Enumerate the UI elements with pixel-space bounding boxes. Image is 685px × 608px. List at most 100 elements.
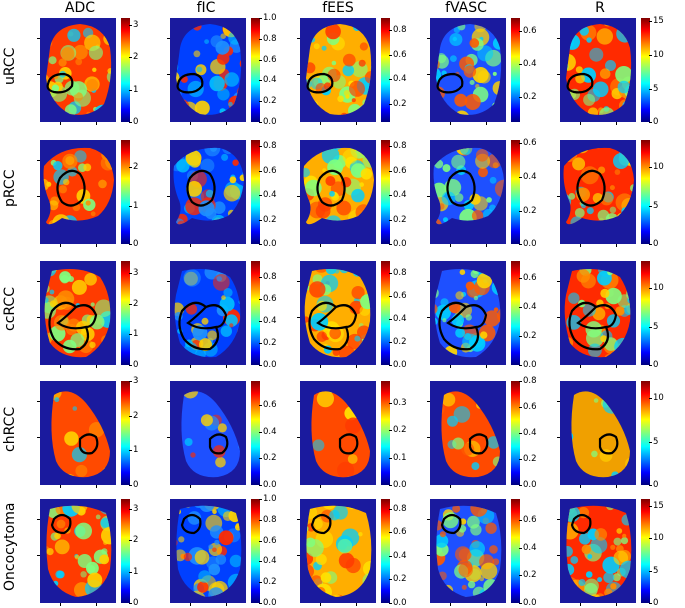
colorbar — [641, 140, 650, 244]
roi-outline — [208, 433, 229, 455]
axis-tick — [557, 160, 560, 161]
axis-tick — [297, 196, 300, 197]
colorbar-tick-label: 0.4 — [519, 542, 537, 553]
colorbar-tick-label: 5 — [648, 321, 659, 332]
colorbar-tick-label: 1 — [128, 200, 139, 211]
colorbar-tick-label: 0.6 — [259, 535, 277, 546]
colorbar-tick-label: 0.6 — [519, 273, 537, 284]
axis-tick — [356, 122, 357, 125]
roi-outline — [78, 433, 99, 455]
axis-tick — [450, 365, 451, 368]
roi-outline — [180, 513, 202, 535]
axis-tick — [580, 244, 581, 247]
map-cell-prcc-r: 0 5 10 — [557, 140, 685, 248]
colorbar — [121, 499, 130, 603]
axis-tick — [167, 555, 170, 556]
colorbar-tick-label: 2 — [128, 52, 139, 62]
axis-tick — [616, 485, 617, 488]
axis-tick — [297, 555, 300, 556]
roi-outline — [310, 513, 332, 535]
axis-tick — [226, 122, 227, 125]
colorbar-tick-label: 2 — [128, 298, 139, 309]
colorbar-tick-label: 0.4 — [259, 75, 277, 86]
axis-tick — [297, 437, 300, 438]
roi-outline — [178, 301, 228, 351]
colorbar-tick-label: 0.2 — [519, 570, 537, 581]
colorbar — [511, 381, 520, 485]
parametric-map-image — [170, 499, 246, 603]
axis-tick — [96, 485, 97, 488]
axis-tick — [297, 74, 300, 75]
parametric-map-image — [300, 261, 376, 365]
roi-outline — [316, 169, 346, 207]
axis-tick — [37, 160, 40, 161]
map-cell-urcc-fvasc: 0.2 0.4 0.6 — [427, 18, 562, 126]
map-cell-chrcc-fees: 0.0 0.1 0.2 0.3 — [297, 381, 432, 489]
map-cell-urcc-adc: 0 1 2 3 — [37, 18, 172, 126]
colorbar-tick-label: 15 — [649, 500, 664, 511]
map-cell-ccrcc-adc: 0 1 2 3 — [37, 261, 172, 370]
parametric-map-image — [430, 499, 506, 603]
colorbar-tick-label: 0.8 — [389, 141, 407, 152]
colorbar-tick-label: 0.4 — [519, 428, 537, 438]
axis-tick — [226, 244, 227, 247]
colorbar-tick-label: 0.2 — [259, 453, 277, 464]
colorbar-tick-label: 0.4 — [389, 74, 407, 85]
colorbar-tick-label: 10 — [649, 283, 664, 293]
axis-tick — [486, 244, 487, 247]
colorbar — [121, 261, 130, 365]
axis-tick — [320, 365, 321, 368]
colorbar-tick-label: 5 — [648, 565, 659, 576]
colorbar — [511, 18, 520, 122]
colorbar — [121, 18, 130, 122]
parametric-map-image — [560, 140, 636, 244]
colorbar-tick-label: 0.4 — [519, 59, 537, 70]
colorbar-tick-label: 0.6 — [259, 400, 277, 410]
roi-outline — [186, 169, 216, 207]
colorbar-tick-label: 0.2 — [389, 214, 407, 225]
axis-tick — [297, 38, 300, 39]
colorbar-tick-label: 0.8 — [389, 25, 407, 36]
axis-tick — [486, 122, 487, 125]
parametric-map-image — [430, 381, 506, 485]
axis-tick — [450, 122, 451, 125]
colorbar — [641, 381, 650, 485]
axis-tick — [356, 244, 357, 247]
colorbar-tick-label: 1 — [128, 329, 139, 340]
colorbar-tick-label: 0.0 — [259, 480, 277, 490]
axis-tick — [427, 555, 430, 556]
column-label-fees: fEES — [322, 0, 354, 16]
axis-tick — [580, 485, 581, 488]
roi-outline — [438, 301, 488, 351]
colorbar-tick-label: 0.2 — [259, 214, 277, 225]
colorbar-tick-label: 0 — [128, 360, 139, 370]
map-cell-chrcc-r: 0 5 10 — [557, 381, 685, 489]
colorbar-tick-label: 0.0 — [389, 360, 407, 370]
roi-outline — [598, 433, 619, 455]
colorbar-tick-label: 0.2 — [519, 454, 537, 464]
colorbar-tick-label: 0.8 — [519, 376, 537, 386]
colorbar-tick-label: 0.8 — [259, 141, 277, 152]
axis-tick — [60, 244, 61, 247]
axis-tick — [190, 244, 191, 247]
parametric-map-image — [300, 499, 376, 603]
colorbar-tick-label: 0.0 — [259, 598, 277, 608]
axis-tick — [226, 485, 227, 488]
colorbar — [121, 381, 130, 485]
colorbar-tick-label: 0.8 — [389, 503, 407, 514]
row-label-ccrcc: ccRCC — [2, 287, 18, 331]
map-cell-oncocytoma-fees: 0.0 0.2 0.4 0.6 0.8 — [297, 499, 432, 607]
colorbar — [641, 499, 650, 603]
map-cell-prcc-fees: 0.0 0.2 0.4 0.6 0.8 — [297, 140, 432, 248]
colorbar — [511, 140, 520, 244]
colorbar-tick-label: 0.2 — [389, 425, 407, 436]
axis-tick — [167, 401, 170, 402]
axis-tick — [96, 122, 97, 125]
map-cell-prcc-fvasc: 0.0 0.2 0.4 0.6 — [427, 139, 562, 248]
axis-tick — [557, 555, 560, 556]
axis-tick — [557, 38, 560, 39]
parametric-map-image — [560, 261, 636, 365]
parametric-map-image — [430, 18, 506, 122]
axis-tick — [190, 485, 191, 488]
map-cell-prcc-adc: 0 1 2 — [37, 140, 172, 248]
